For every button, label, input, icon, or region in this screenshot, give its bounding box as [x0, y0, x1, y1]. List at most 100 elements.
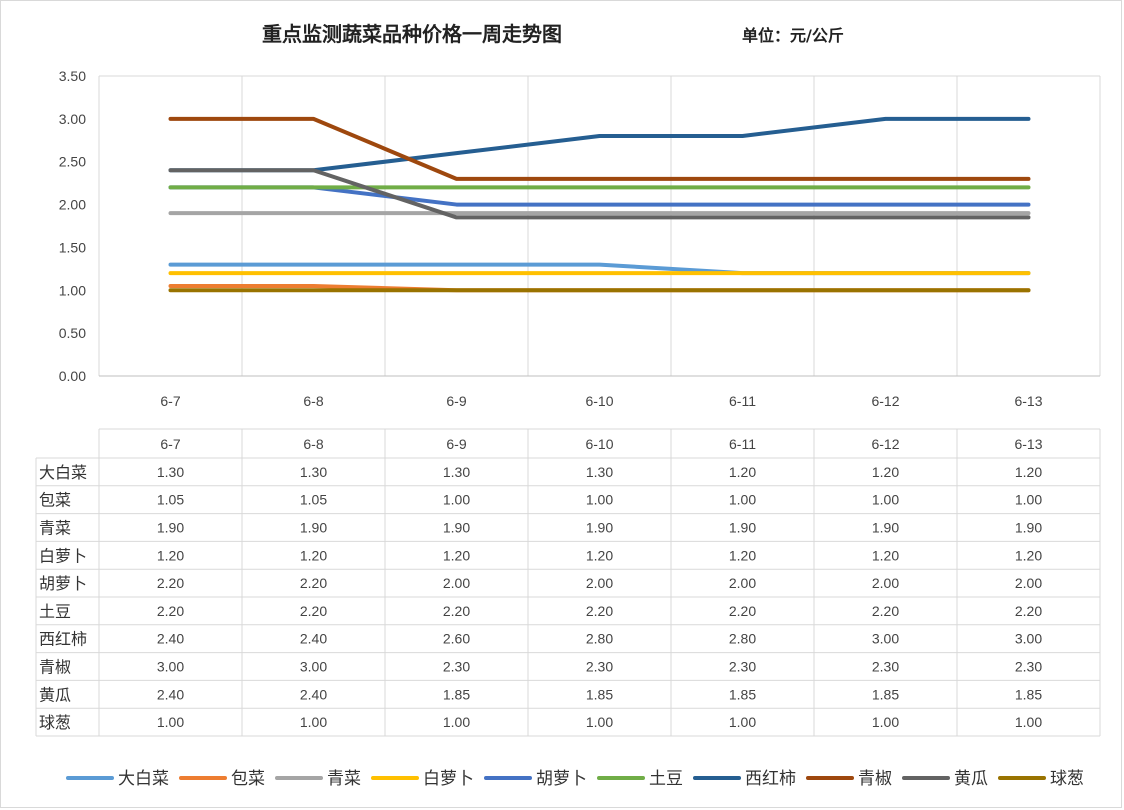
table-value-cell: 2.20: [300, 575, 327, 591]
table-value-cell: 1.90: [1015, 520, 1042, 536]
legend-label-3: 青菜: [327, 769, 361, 789]
table-value-cell: 1.00: [1015, 492, 1042, 508]
table-value-cell: 1.85: [443, 686, 470, 702]
table-value-cell: 3.00: [300, 659, 327, 675]
y-tick-label: 0.50: [59, 325, 86, 341]
y-tick-label: 1.00: [59, 282, 86, 298]
table-value-cell: 1.30: [300, 464, 327, 480]
table-value-cell: 1.85: [729, 686, 756, 702]
table-value-cell: 2.40: [157, 686, 184, 702]
table-value-cell: 1.20: [729, 547, 756, 563]
table-value-cell: 1.00: [300, 714, 327, 730]
table-row-label: 土豆: [39, 602, 71, 621]
x-tick-label: 6-13: [1014, 393, 1042, 409]
table-value-cell: 2.00: [443, 575, 470, 591]
x-tick-label: 6-9: [446, 393, 466, 409]
table-value-cell: 1.20: [872, 464, 899, 480]
y-tick-label: 2.00: [59, 197, 86, 213]
table-value-cell: 1.30: [586, 464, 613, 480]
table-row-label: 胡萝卜: [39, 574, 87, 593]
table-value-cell: 1.90: [157, 520, 184, 536]
table-value-cell: 1.00: [1015, 714, 1042, 730]
table-row-label: 青菜: [39, 519, 71, 538]
table-value-cell: 1.20: [300, 547, 327, 563]
table-value-cell: 2.20: [872, 603, 899, 619]
table-value-cell: 1.00: [443, 714, 470, 730]
legend-label-7: 西红柿: [745, 769, 796, 789]
table-value-cell: 1.00: [729, 492, 756, 508]
table-value-cell: 1.20: [586, 547, 613, 563]
table-row-label: 黄瓜: [39, 685, 71, 704]
x-tick-label: 6-11: [729, 393, 756, 409]
table-value-cell: 2.40: [300, 631, 327, 647]
table-value-cell: 3.00: [872, 631, 899, 647]
table-value-cell: 1.90: [300, 520, 327, 536]
x-tick-label: 6-8: [303, 393, 323, 409]
table-row-label: 青椒: [39, 658, 71, 677]
table-value-cell: 1.30: [443, 464, 470, 480]
legend-label-10: 球葱: [1050, 769, 1084, 789]
table-value-cell: 1.20: [872, 547, 899, 563]
table-value-cell: 2.80: [586, 631, 613, 647]
legend-label-5: 胡萝卜: [536, 769, 587, 789]
table-value-cell: 1.00: [872, 492, 899, 508]
table-row-label: 球葱: [39, 713, 71, 732]
chart-title: 重点监测蔬菜品种价格一周走势图: [262, 22, 562, 46]
table-value-cell: 2.00: [729, 575, 756, 591]
series-line-7: [168, 116, 1031, 173]
table-value-cell: 1.30: [157, 464, 184, 480]
table-value-cell: 2.20: [157, 575, 184, 591]
table-value-cell: 2.00: [872, 575, 899, 591]
table-value-cell: 1.90: [586, 520, 613, 536]
x-tick-label: 6-7: [160, 393, 180, 409]
table-header-cell: 6-13: [1014, 436, 1042, 452]
series-layer: [168, 116, 1031, 293]
table-value-cell: 1.90: [443, 520, 470, 536]
legend-label-4: 白萝卜: [423, 769, 474, 789]
table-value-cell: 1.00: [872, 714, 899, 730]
table-value-cell: 1.85: [1015, 686, 1042, 702]
table-value-cell: 2.20: [157, 603, 184, 619]
table-row-label: 大白菜: [39, 463, 87, 482]
x-tick-label: 6-10: [585, 393, 613, 409]
table-value-cell: 1.00: [586, 714, 613, 730]
table-value-cell: 1.85: [586, 686, 613, 702]
table-value-cell: 2.30: [443, 659, 470, 675]
table-value-cell: 3.00: [157, 659, 184, 675]
table-value-cell: 2.20: [729, 603, 756, 619]
table-value-cell: 1.20: [157, 547, 184, 563]
y-tick-label: 3.00: [59, 111, 86, 127]
legend-label-6: 土豆: [649, 769, 683, 789]
table-header-cell: 6-9: [446, 436, 466, 452]
legend-label-1: 大白菜: [118, 769, 169, 789]
legend-label-9: 黄瓜: [954, 769, 988, 789]
series-line-9: [168, 168, 1031, 220]
table-row-label: 白萝卜: [39, 546, 87, 565]
table-value-cell: 2.40: [300, 686, 327, 702]
table-value-cell: 2.80: [729, 631, 756, 647]
table-value-cell: 3.00: [1015, 631, 1042, 647]
table-value-cell: 2.30: [1015, 659, 1042, 675]
table-value-cell: 2.20: [443, 603, 470, 619]
table-value-cell: 2.30: [872, 659, 899, 675]
table-header-cell: 6-10: [585, 436, 613, 452]
table-value-cell: 2.00: [1015, 575, 1042, 591]
table-value-cell: 1.20: [1015, 547, 1042, 563]
table-value-cell: 1.20: [443, 547, 470, 563]
legend: 大白菜 包菜 青菜 白萝卜 胡萝卜 土豆 西红柿 青椒 黄瓜 球葱: [66, 769, 1084, 789]
table-value-cell: 2.60: [443, 631, 470, 647]
grid-layer: [98, 75, 1101, 377]
y-tick-label: 0.00: [59, 368, 86, 384]
table-row-label: 西红柿: [39, 630, 87, 649]
table-header-cell: 6-12: [871, 436, 899, 452]
table-row-label: 包菜: [39, 491, 71, 510]
table-value-cell: 2.20: [1015, 603, 1042, 619]
x-tick-label: 6-12: [871, 393, 899, 409]
table-value-cell: 1.00: [729, 714, 756, 730]
series-line-5: [168, 185, 1031, 207]
table-value-cell: 1.90: [872, 520, 899, 536]
x-axis: 6-7 6-8 6-9 6-10 6-11 6-12 6-13: [160, 393, 1042, 409]
legend-label-2: 包菜: [231, 769, 265, 789]
